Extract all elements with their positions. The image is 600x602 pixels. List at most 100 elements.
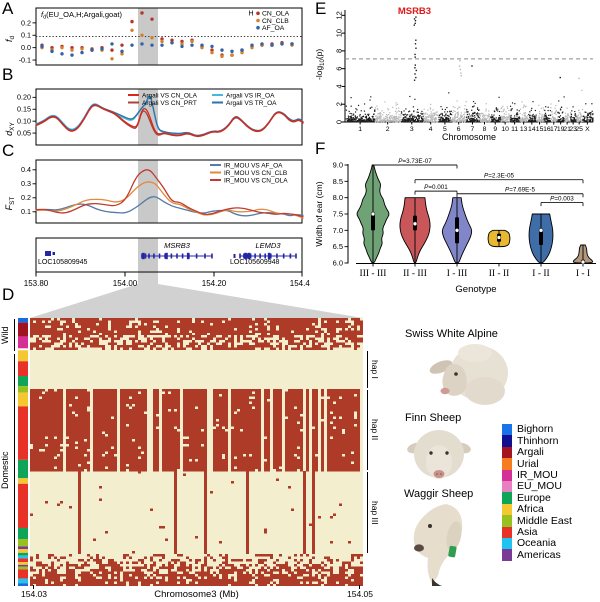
legend-swatch	[502, 492, 512, 504]
domestic-bracket	[14, 354, 15, 586]
legend-label: Asia	[517, 525, 538, 538]
panel-d-label: D	[2, 285, 15, 304]
svg-text:0.20: 0.20	[17, 93, 31, 102]
hap1-label: hap I	[370, 360, 380, 379]
svg-text:dXY: dXY	[4, 121, 16, 135]
haplotype-heatmap	[30, 318, 363, 586]
svg-text:H: H	[248, 11, 253, 18]
svg-text:IR_MOU VS CN_CLB: IR_MOU VS CN_CLB	[224, 170, 287, 177]
svg-text:0.2: 0.2	[21, 18, 31, 27]
svg-text:0.3: 0.3	[21, 179, 31, 188]
svg-text:0.1: 0.1	[21, 207, 31, 216]
legend-item-eu-mou: EU_MOU	[502, 480, 572, 493]
legend-label: Oceania	[517, 537, 557, 550]
legend-item-oceania: Oceania	[502, 537, 572, 550]
legend-label: Bighorn	[517, 423, 554, 436]
svg-text:8.5: 8.5	[333, 177, 343, 186]
panel-f-label: F	[315, 139, 326, 158]
svg-text:P=0.003: P=0.003	[550, 196, 574, 203]
sheep-photo-swiss-white-alpine	[429, 344, 508, 405]
population-color-bar	[18, 318, 28, 586]
legend-item-middle-east: Middle East	[502, 515, 572, 527]
svg-text:FST: FST	[4, 197, 16, 211]
svg-text:154.20: 154.20	[202, 279, 227, 288]
svg-text:Argali VS IR_OA: Argali VS IR_OA	[226, 92, 275, 99]
legend-swatch	[502, 503, 512, 516]
svg-text:8.0: 8.0	[333, 193, 343, 202]
svg-text:I - I: I - I	[576, 269, 590, 279]
svg-text:CN_OLA: CN_OLA	[262, 11, 290, 18]
svg-text:6.5: 6.5	[333, 242, 343, 251]
svg-text:0.1: 0.1	[21, 31, 31, 40]
sheep-photo-waggir-sheep	[413, 504, 463, 586]
svg-text:6.0: 6.0	[333, 259, 343, 268]
svg-text:P=3.73E-07: P=3.73E-07	[398, 158, 432, 165]
svg-text:IR_MOU VS AF_OA: IR_MOU VS AF_OA	[224, 162, 283, 169]
svg-text:154.00: 154.00	[113, 279, 138, 288]
legend-swatch	[502, 537, 512, 550]
sheep-photo-finn-sheep	[407, 430, 471, 479]
svg-text:II - II: II - II	[489, 269, 510, 279]
panel-e-manhattan-plot	[312, 0, 600, 142]
svg-text:0.4: 0.4	[21, 165, 31, 174]
svg-text:0.15: 0.15	[17, 105, 31, 114]
svg-text:I - II: I - II	[532, 269, 549, 279]
legend-label: Argali	[517, 446, 544, 459]
svg-text:0.10: 0.10	[17, 117, 31, 126]
legend-item-europe: Europe	[502, 491, 572, 504]
panel-f-violin-plot: 6.0 6.5 7.0 7.5 8.0 8.5 9.0 Width of ear (cm) II…	[314, 158, 596, 295]
svg-text:fd: fd	[4, 35, 16, 42]
hap3-bracket	[367, 472, 368, 553]
legend-swatch	[502, 549, 512, 561]
hap1-bracket	[367, 351, 368, 388]
svg-text:II - III: II - III	[403, 269, 427, 279]
svg-text:P=7.69E-5: P=7.69E-5	[505, 187, 535, 194]
svg-text:Argali VS CN_OLA: Argali VS CN_OLA	[142, 92, 198, 99]
panel-a-label: A	[2, 0, 14, 18]
legend-swatch	[502, 435, 512, 447]
panel-b-label: B	[2, 65, 14, 84]
svg-text:I - III: I - III	[447, 269, 468, 279]
hap3-label: hap III	[370, 500, 380, 525]
svg-text:AF_OA: AF_OA	[262, 25, 285, 32]
zoom-funnel	[30, 272, 363, 318]
legend-swatch	[502, 446, 512, 459]
legend-swatch	[502, 424, 512, 436]
legend-swatch	[502, 458, 512, 470]
legend-swatch	[502, 526, 512, 538]
svg-text:III - III: III - III	[360, 269, 387, 279]
legend-item-asia: Asia	[502, 525, 572, 538]
svg-text:0.2: 0.2	[21, 193, 31, 202]
domestic-group-label: Domestic	[0, 451, 10, 489]
svg-text:LOC105609948: LOC105609948	[230, 259, 280, 266]
legend-label: Africa	[517, 503, 544, 516]
svg-text:-0.1: -0.1	[19, 55, 31, 64]
svg-text:P=2.3E-05: P=2.3E-05	[484, 173, 514, 180]
svg-text:CN_CLB: CN_CLB	[262, 18, 289, 25]
legend-label: EU_MOU	[517, 480, 562, 493]
svg-text:Argali VS TR_OA: Argali VS TR_OA	[226, 100, 277, 107]
heatmap-x-axis-label: Chromosome3 (Mb)	[154, 589, 239, 600]
population-legend: Bighorn Thinhorn Argali Urial IR_MOU EU_MOU Eu…	[502, 424, 572, 561]
svg-text:Argali VS CN_PRT: Argali VS CN_PRT	[142, 100, 197, 107]
legend-label: Europe	[517, 491, 551, 504]
svg-text:7.0: 7.0	[333, 226, 343, 235]
legend-label: Urial	[517, 457, 539, 470]
heatmap-x-tick-left: 154.03	[21, 589, 47, 599]
svg-text:IR_MOU VS CN_OLA: IR_MOU VS CN_OLA	[224, 177, 288, 184]
heatmap-right-tick	[359, 585, 360, 589]
sheep-name-waggir: Waggir Sheep	[404, 488, 474, 500]
legend-item-thinhorn: Thinhorn	[502, 435, 572, 447]
svg-text:fd(EU_OA,H;Argali,goat): fd(EU_OA,H;Argali,goat)	[41, 10, 122, 21]
svg-text:7.5: 7.5	[333, 209, 343, 218]
legend-item-urial: Urial	[502, 457, 572, 470]
wild-group-label: Wild	[0, 326, 10, 344]
svg-text:MSRB3: MSRB3	[164, 241, 191, 250]
svg-text:0.0: 0.0	[21, 43, 31, 52]
svg-text:LEMD3: LEMD3	[255, 241, 281, 250]
heatmap-x-tick-right: 154.05	[347, 589, 373, 599]
legend-label: Americas	[517, 548, 561, 561]
sheep-name-finn: Finn Sheep	[405, 412, 462, 424]
